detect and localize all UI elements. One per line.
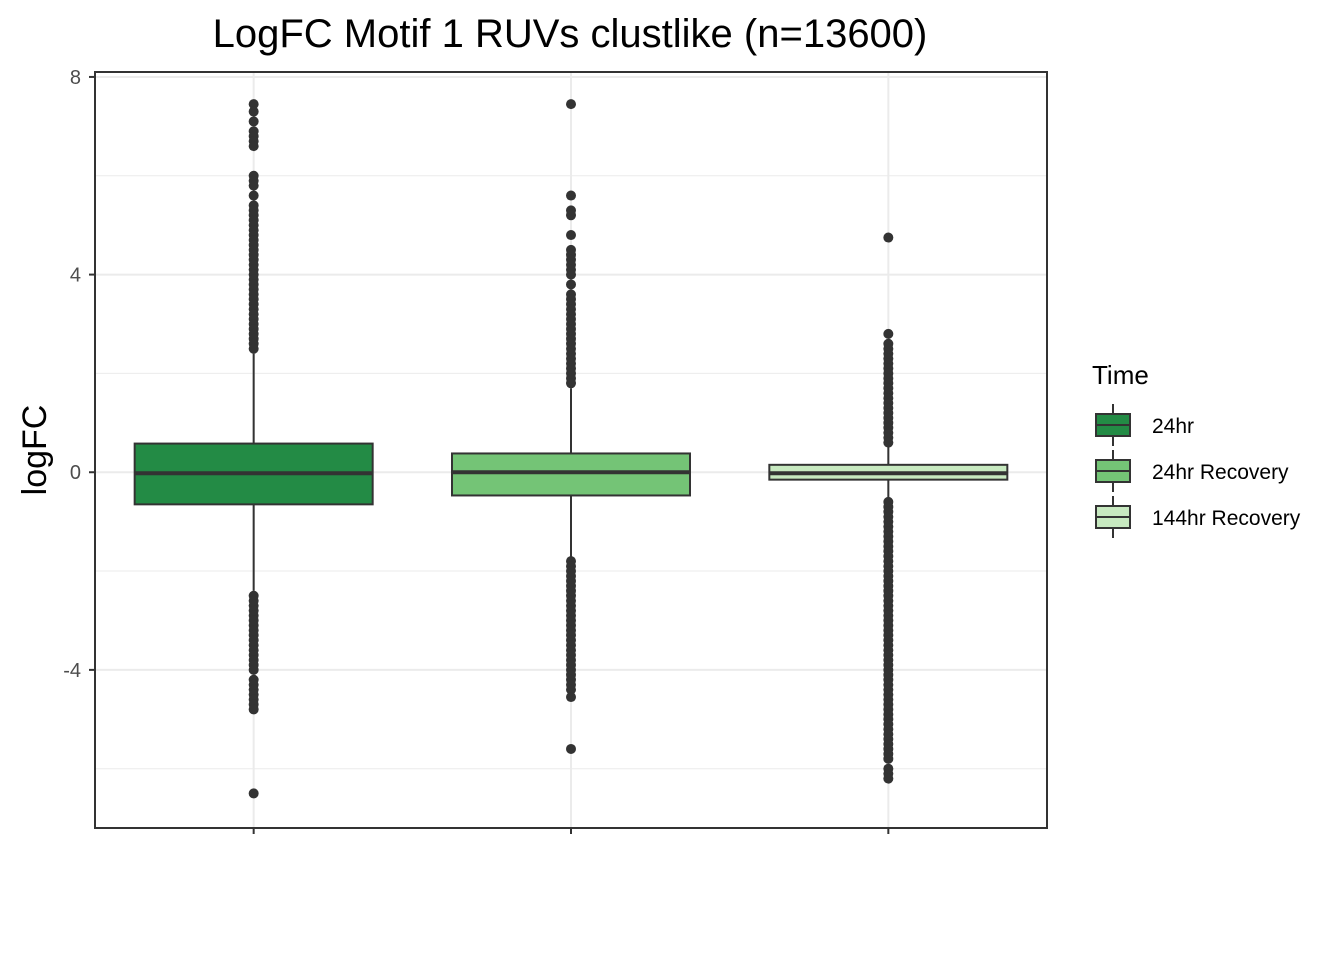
legend-item: 144hr Recovery	[1095, 496, 1301, 538]
outlier-point	[248, 106, 259, 117]
chart-title: LogFC Motif 1 RUVs clustlike (n=13600)	[213, 12, 928, 56]
outlier-point	[883, 753, 894, 764]
plot-area: -4 0 4 8	[63, 67, 1048, 834]
legend: 24hr 24hr Recovery 144hr Recovery	[1095, 404, 1301, 538]
outlier-point	[566, 279, 576, 290]
y-tick-label: -4	[63, 660, 81, 682]
outlier-point	[566, 692, 576, 703]
legend-label: 24hr	[1152, 415, 1194, 438]
box-24hr-recovery	[451, 99, 691, 754]
outlier-point	[248, 704, 259, 715]
outlier-point	[566, 743, 576, 754]
box-144hr-recovery	[768, 232, 1009, 784]
legend-item: 24hr Recovery	[1095, 450, 1289, 492]
legend-title: Time	[1092, 360, 1149, 390]
outlier-point	[248, 116, 259, 127]
outlier-point	[566, 230, 576, 241]
legend-item: 24hr	[1095, 404, 1194, 446]
outlier-point	[566, 99, 576, 110]
outlier-point	[883, 328, 894, 339]
outlier-point	[248, 664, 259, 675]
legend-label: 24hr Recovery	[1152, 461, 1289, 484]
outlier-point	[248, 190, 259, 201]
outlier-point	[566, 210, 576, 221]
outlier-point	[566, 684, 576, 695]
outlier-point	[566, 269, 576, 280]
outlier-point	[248, 141, 259, 152]
outlier-point	[248, 180, 259, 191]
box-24hr	[133, 99, 374, 799]
box-iqr	[451, 452, 691, 497]
y-axis-label: logFC	[16, 405, 54, 496]
outlier-point	[566, 190, 576, 201]
outlier-point	[883, 232, 894, 243]
outlier-point	[883, 437, 894, 448]
y-tick-label: 4	[70, 265, 81, 287]
legend-label: 144hr Recovery	[1152, 507, 1301, 530]
outlier-point	[248, 99, 259, 110]
outlier-point	[883, 773, 894, 784]
outlier-point	[248, 343, 259, 354]
y-tick-label: 8	[70, 67, 81, 89]
outlier-point	[248, 788, 259, 799]
y-tick-label: 0	[70, 462, 81, 484]
outlier-point	[566, 378, 576, 389]
